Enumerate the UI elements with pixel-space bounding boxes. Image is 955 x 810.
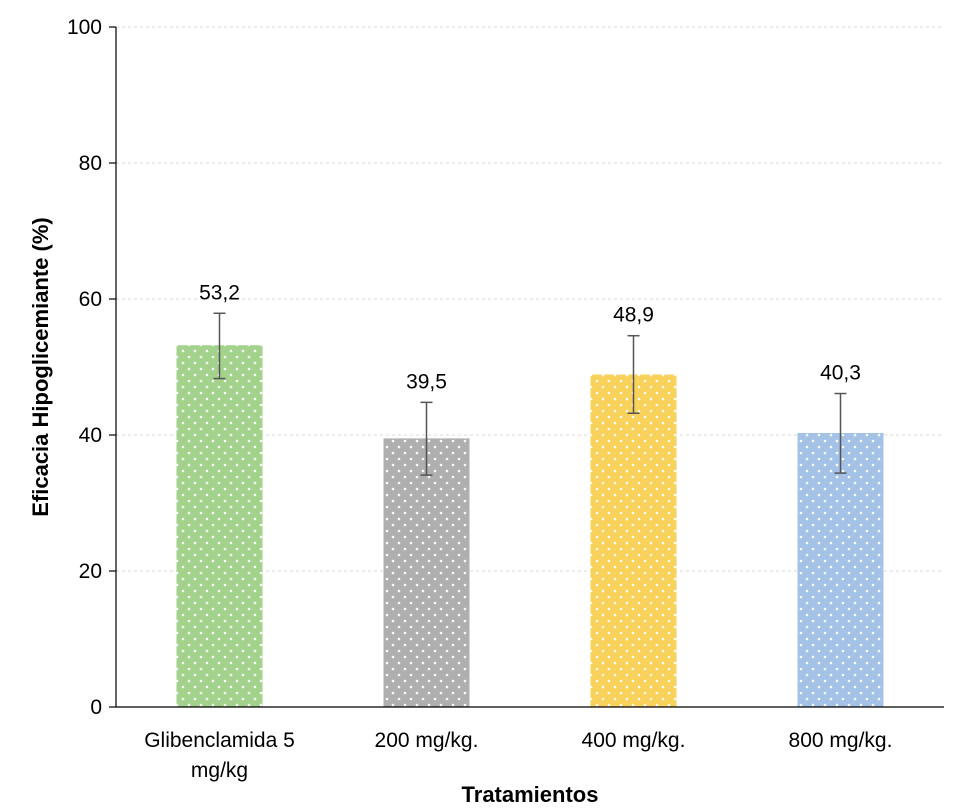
error-bar xyxy=(213,312,226,380)
data-label: 39,5 xyxy=(406,370,447,393)
y-tick-label: 20 xyxy=(79,560,102,583)
x-tick-label: Glibenclamida 5 mg/kg xyxy=(144,729,295,782)
bar xyxy=(590,374,677,707)
y-tick-labels: 0 20 40 60 80 100 xyxy=(67,16,116,719)
bar xyxy=(797,432,884,707)
y-tick-label: 60 xyxy=(79,288,102,311)
y-tick-label: 80 xyxy=(79,152,102,175)
x-tick-labels: Glibenclamida 5 mg/kg 200 mg/kg. 400 mg/kg.… xyxy=(144,729,892,782)
x-tick-label: 200 mg/kg. xyxy=(375,729,479,752)
y-axis-title: Eficacia Hipoglicemiante (%) xyxy=(28,217,53,517)
x-axis-title: Tratamientos xyxy=(462,782,599,807)
data-labels: 53,2 39,5 48,9 40,3 xyxy=(199,281,861,393)
bar xyxy=(176,345,263,707)
bar-pattern xyxy=(383,438,470,707)
x-tick-label: 800 mg/kg. xyxy=(789,729,893,752)
axes xyxy=(115,27,944,708)
bars xyxy=(176,345,884,707)
bar xyxy=(383,438,470,707)
bar-pattern xyxy=(797,432,884,707)
error-bar xyxy=(627,334,640,414)
bar-pattern xyxy=(590,374,677,707)
y-tick-label: 40 xyxy=(79,424,102,447)
x-tick-label: 400 mg/kg. xyxy=(582,729,686,752)
data-label: 48,9 xyxy=(613,304,654,327)
error-bars xyxy=(213,312,847,476)
y-tick-label: 0 xyxy=(90,696,102,719)
error-bar xyxy=(834,392,847,474)
error-bar xyxy=(420,401,433,476)
y-tick-label: 100 xyxy=(67,16,102,39)
data-label: 53,2 xyxy=(199,281,240,304)
data-label: 40,3 xyxy=(820,362,861,385)
bar-pattern xyxy=(176,345,263,707)
